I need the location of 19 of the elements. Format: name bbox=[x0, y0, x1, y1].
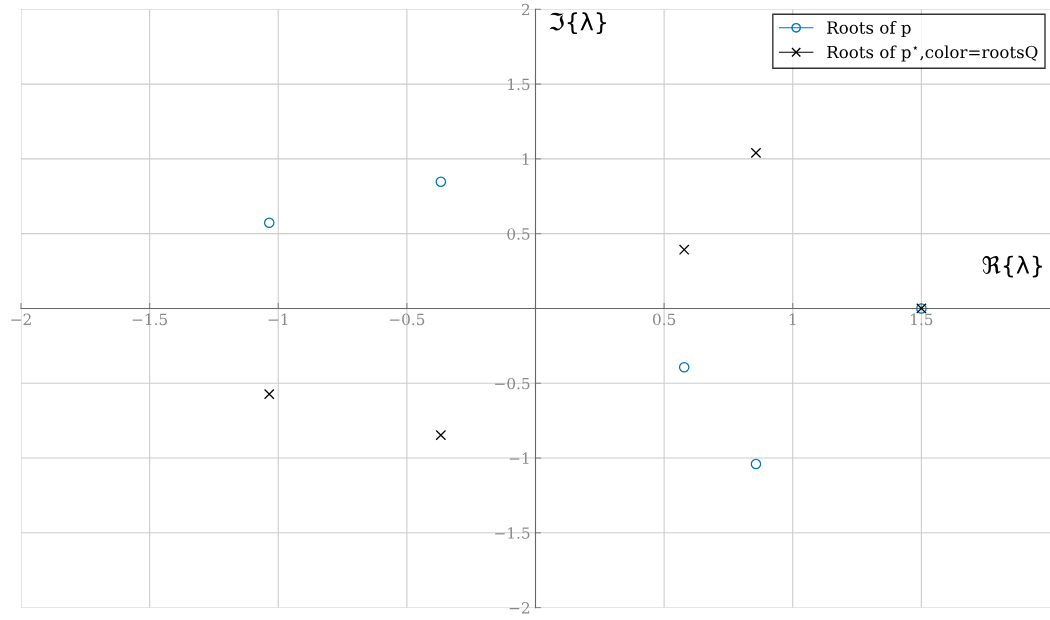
x-axis-title: ℜ{λ} bbox=[982, 255, 1042, 278]
y-tick-label: 1 bbox=[522, 153, 529, 165]
y-tick-label: −1 bbox=[509, 452, 529, 464]
y-tick-label: 1.5 bbox=[508, 78, 530, 91]
legend-label: Roots of p$^{⋆}$,color=rootsQ bbox=[827, 45, 1038, 62]
x-tick-label: 0.5 bbox=[652, 313, 676, 326]
x-tick-label: −0.5 bbox=[389, 313, 425, 326]
y-axis-title: ℑ{λ} bbox=[549, 12, 606, 35]
x-tick-label: −1.5 bbox=[132, 313, 167, 326]
y-tick-label: 2 bbox=[521, 3, 530, 16]
x-tick-label: −1 bbox=[268, 313, 288, 325]
x-tick-label: 1.5 bbox=[911, 313, 933, 326]
y-tick-label: 0.5 bbox=[507, 228, 530, 240]
y-tick-label: −0.5 bbox=[495, 377, 530, 390]
legend-label: Roots of p bbox=[827, 20, 911, 38]
y-tick-label: −1.5 bbox=[495, 527, 530, 539]
x-tick-label: 1 bbox=[789, 313, 796, 325]
y-tick-label: −2 bbox=[509, 602, 530, 614]
x-tick-label: −2 bbox=[11, 313, 31, 325]
